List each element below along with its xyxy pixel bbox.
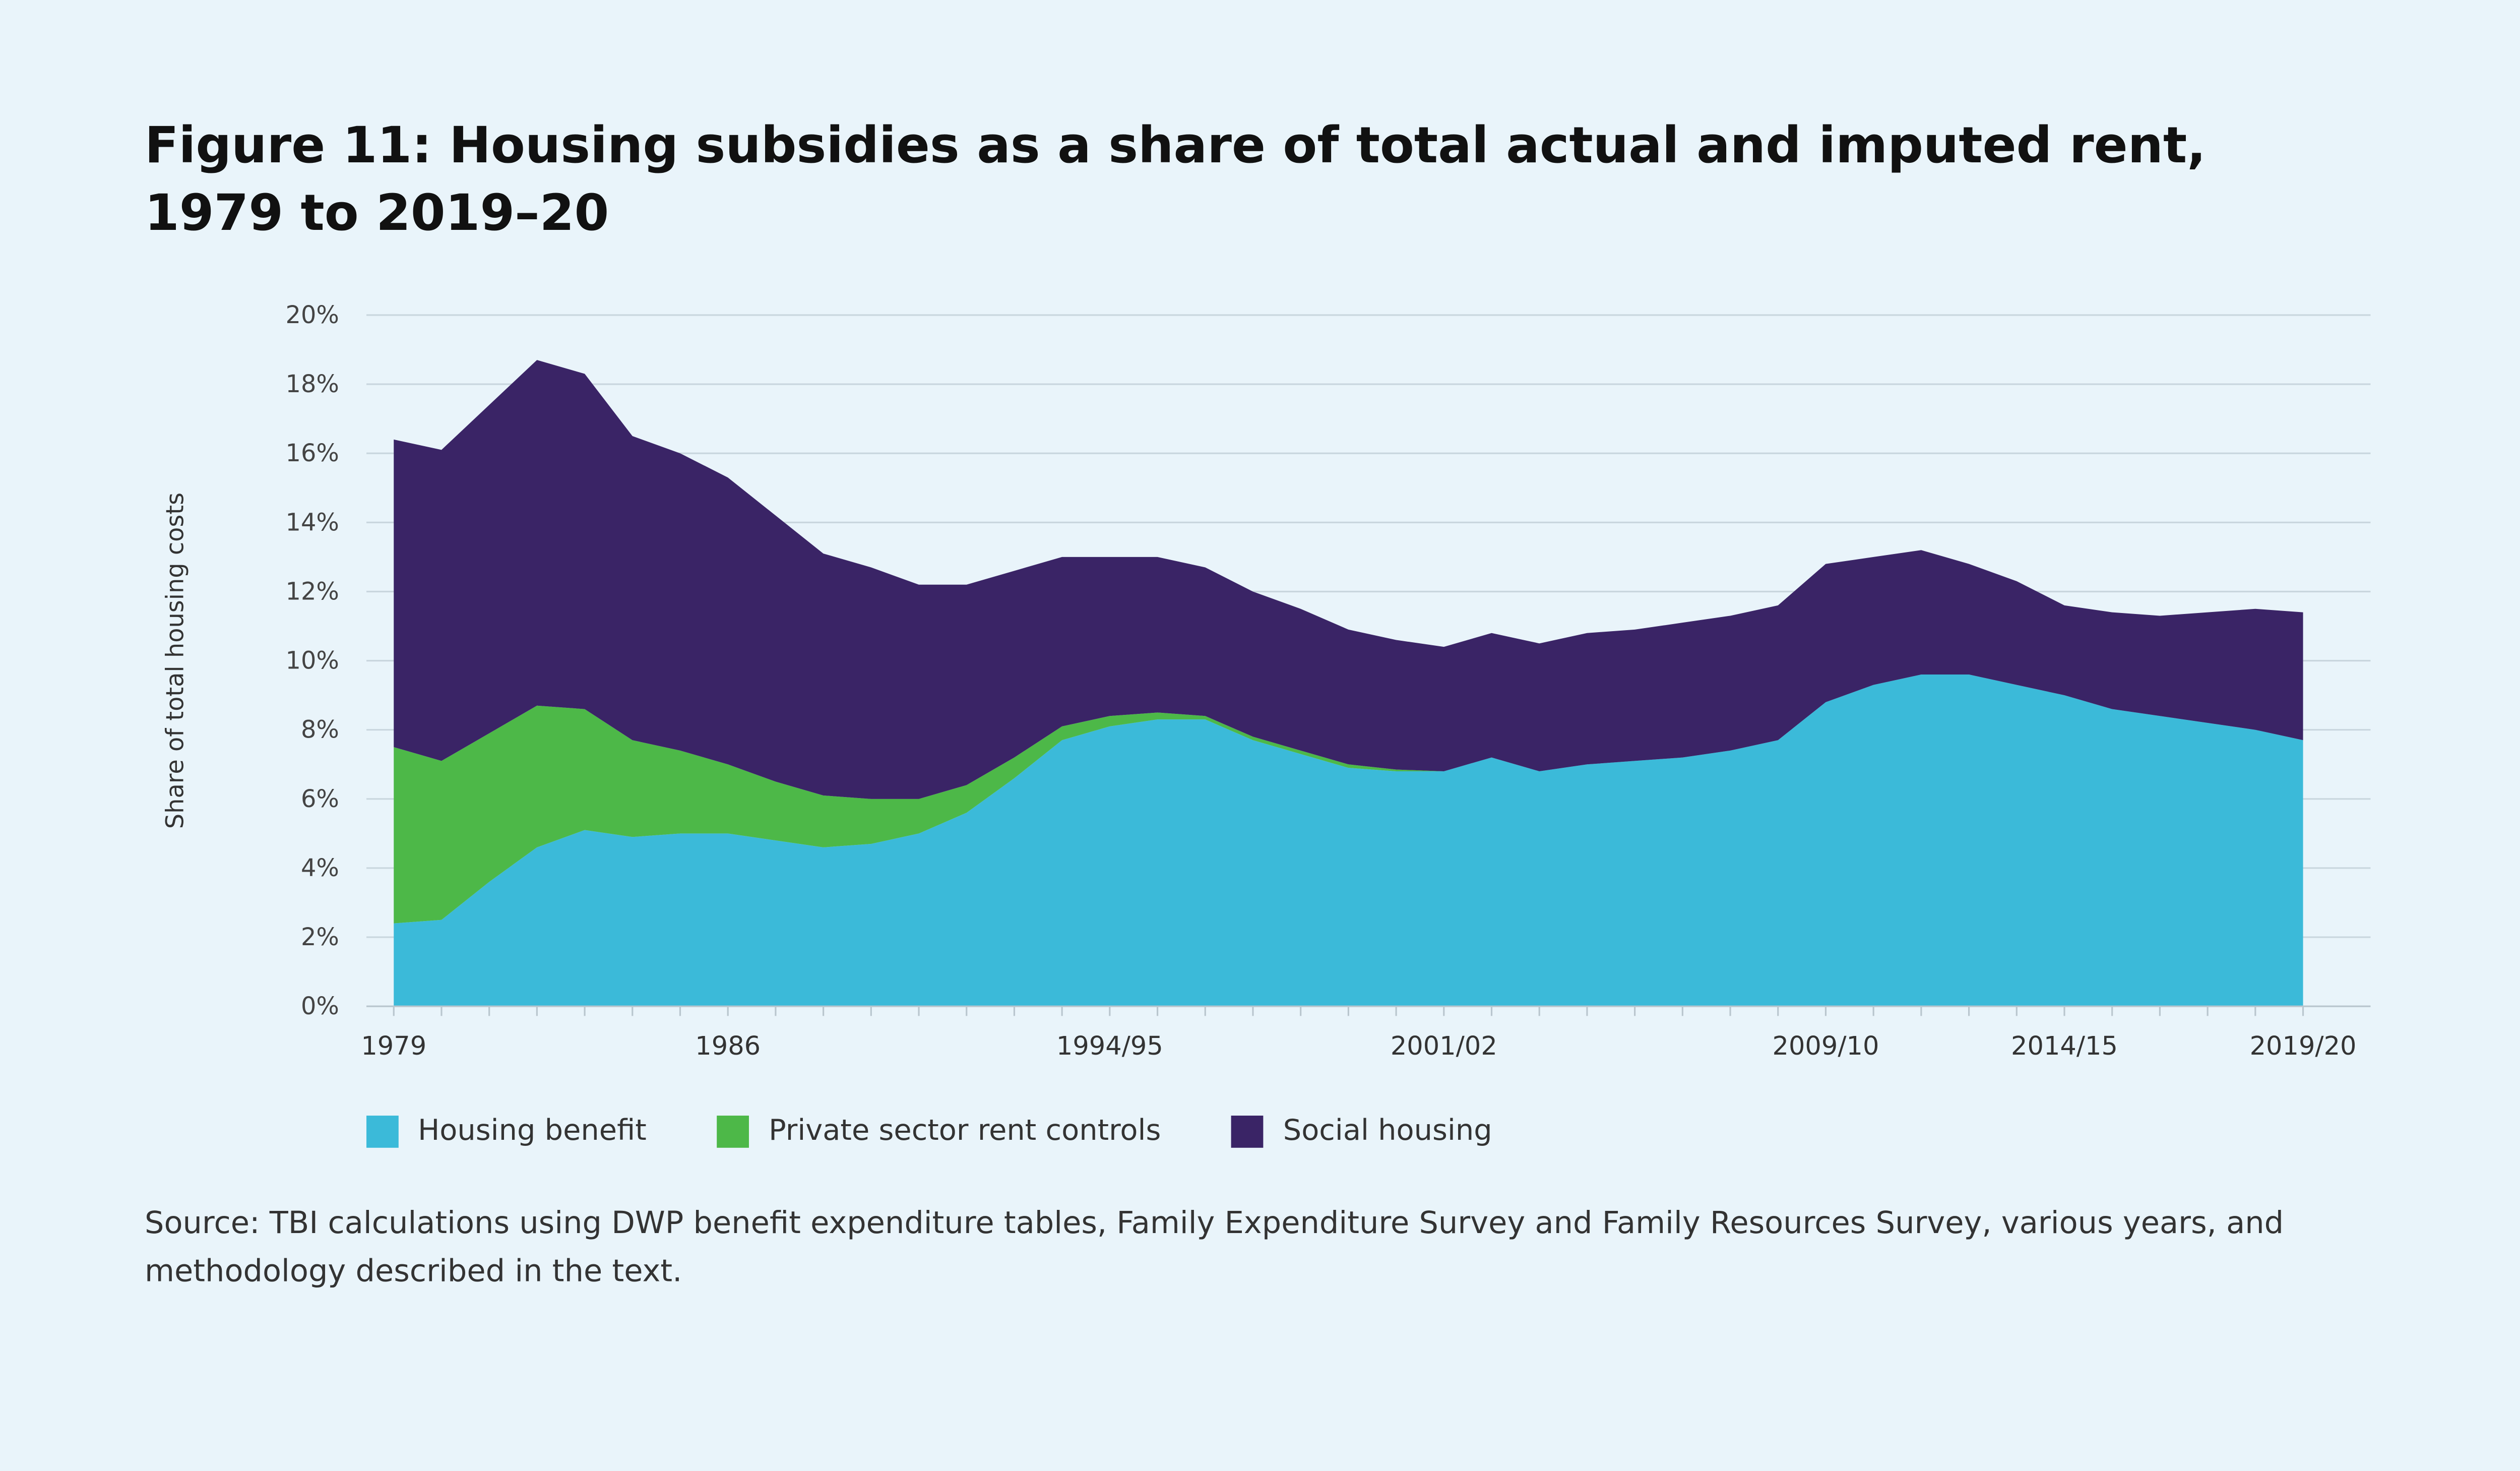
y-tick-label: 6% [301,785,339,813]
legend-swatch [717,1115,749,1147]
x-tick-label: 2009/10 [1773,1031,1879,1061]
area-social-housing [394,360,2303,799]
x-tick-label: 2019/20 [2250,1031,2357,1061]
y-tick-label: 2% [301,924,339,951]
x-tick-label: 2001/02 [1391,1031,1497,1061]
y-tick-label: 16% [286,440,339,467]
y-tick-label: 12% [286,578,339,605]
area-housing-benefit [394,675,2303,1007]
x-tick-label: 2014/15 [2011,1031,2118,1061]
legend-swatch [366,1115,399,1147]
legend-item-social-housing: Social housing [1231,1114,1492,1148]
chart-title: Figure 11: Housing subsidies as a share … [144,117,2206,243]
legend-swatch [1231,1115,1264,1147]
area-private-sector-rent-controls [394,675,2303,924]
x-tick-label: 1979 [361,1031,426,1061]
y-tick-label: 20% [286,301,339,329]
legend-item-private-sector: Private sector rent controls [717,1114,1161,1148]
legend-label: Housing benefit [418,1114,647,1148]
legend-label: Private sector rent controls [769,1114,1161,1148]
legend: Housing benefit Private sector rent cont… [366,1114,1492,1148]
x-tick-label: 1994/95 [1056,1031,1163,1061]
y-tick-label: 18% [286,371,339,398]
legend-item-housing-benefit: Housing benefit [366,1114,647,1148]
x-tick-label: 1986 [695,1031,761,1061]
y-tick-label: 4% [301,854,339,882]
legend-label: Social housing [1283,1114,1492,1148]
y-axis-label: Share of total housing costs [162,493,190,829]
source-note: Source: TBI calculations using DWP benef… [144,1205,2284,1290]
y-tick-label: 8% [301,716,339,744]
y-tick-label: 14% [286,509,339,536]
y-tick-label: 10% [286,647,339,675]
y-tick-label: 0% [301,993,339,1020]
